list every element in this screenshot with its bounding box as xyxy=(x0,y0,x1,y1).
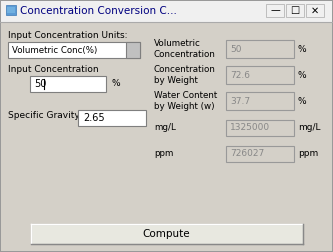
Text: Concentration
by Weight: Concentration by Weight xyxy=(154,65,216,85)
Bar xyxy=(226,146,294,162)
Text: ▼: ▼ xyxy=(130,46,136,54)
Bar xyxy=(226,40,294,58)
Bar xyxy=(8,42,140,58)
Bar xyxy=(31,224,302,244)
Text: %: % xyxy=(298,45,307,53)
Bar xyxy=(286,4,304,17)
Text: 37.7: 37.7 xyxy=(230,97,250,106)
Text: mg/L: mg/L xyxy=(298,123,320,133)
Bar xyxy=(6,5,16,15)
Text: 50: 50 xyxy=(34,79,46,89)
Bar xyxy=(226,66,294,84)
Text: %: % xyxy=(298,97,307,106)
Bar xyxy=(7,7,15,13)
Text: □: □ xyxy=(290,6,300,16)
Text: ✕: ✕ xyxy=(311,6,319,16)
Bar xyxy=(226,120,294,136)
Text: Volumetric Conc(%): Volumetric Conc(%) xyxy=(12,46,97,54)
Text: Concentration Conversion C...: Concentration Conversion C... xyxy=(20,6,177,16)
Text: %: % xyxy=(111,79,120,88)
Text: mg/L: mg/L xyxy=(154,123,176,133)
Bar xyxy=(1,1,332,22)
Text: Water Content
by Weight (w): Water Content by Weight (w) xyxy=(154,91,217,111)
Text: 726027: 726027 xyxy=(230,149,264,159)
Text: 2.65: 2.65 xyxy=(83,113,105,123)
Text: —: — xyxy=(270,6,280,16)
Bar xyxy=(266,4,284,17)
Text: ppm: ppm xyxy=(298,149,318,159)
Text: Compute: Compute xyxy=(143,229,190,239)
Text: ppm: ppm xyxy=(154,149,173,159)
Bar xyxy=(30,76,106,92)
Text: %: % xyxy=(298,71,307,79)
Text: 1325000: 1325000 xyxy=(230,123,270,133)
Text: 50: 50 xyxy=(230,45,241,53)
Text: 72.6: 72.6 xyxy=(230,71,250,79)
Text: Volumetric
Concentration: Volumetric Concentration xyxy=(154,39,216,59)
Bar xyxy=(126,42,140,58)
Bar xyxy=(78,110,146,126)
Bar xyxy=(306,4,324,17)
Text: Specific Gravity: Specific Gravity xyxy=(8,111,80,120)
Bar xyxy=(226,92,294,110)
Text: Input Concentration: Input Concentration xyxy=(8,66,99,75)
Text: Input Concentration Units:: Input Concentration Units: xyxy=(8,30,128,40)
